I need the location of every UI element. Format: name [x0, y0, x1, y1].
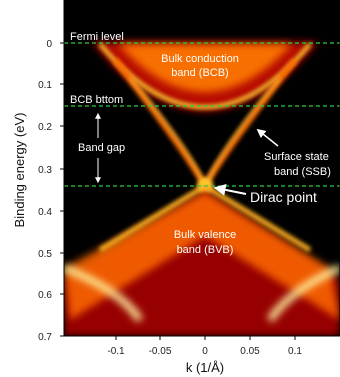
y-tick-label: 0.2	[38, 122, 52, 133]
band-gap-marker: Band gap	[78, 112, 125, 184]
ssb-annotation: Surface state band (SSB)	[256, 128, 331, 178]
bvb-label-line1: Bulk valence	[174, 229, 236, 241]
x-axis: -0.1 -0.05 0 0.05 0.1	[107, 336, 302, 357]
y-tick-label: 0.7	[38, 332, 52, 343]
y-tick-label: 0.3	[38, 165, 52, 176]
x-tick-label: -0.1	[107, 346, 125, 357]
bvb-glow	[64, 190, 340, 336]
bvb-left-bright	[64, 264, 143, 323]
plot-frame	[63, 0, 340, 337]
y-tick-label: 0.5	[38, 249, 52, 260]
x-axis-title: k (1/Å)	[186, 360, 224, 375]
bcb-label-line2: band (BCB)	[171, 67, 228, 79]
x-tick-label: 0.1	[288, 346, 302, 357]
bcb-core	[118, 44, 292, 92]
bvb-core	[64, 192, 340, 320]
x-tick-label: 0	[202, 346, 208, 357]
intensity-map	[64, 42, 340, 336]
fermi-level-label: Fermi level	[70, 31, 124, 43]
y-axis: 0 0.1 0.2 0.3 0.4 0.5 0.6 0.7	[38, 39, 64, 343]
ssb-label-line2: band (SSB)	[274, 166, 331, 178]
bcb-label-line1: Bulk conduction	[161, 53, 239, 65]
bcb-bottom-label: BCB bttom	[70, 94, 123, 106]
y-tick-label: 0	[46, 39, 52, 50]
bvb-right-bright	[267, 264, 340, 322]
ssb-label-line1: Surface state	[264, 151, 329, 163]
dirac-point-label: Dirac point	[250, 189, 317, 205]
x-tick-label: -0.05	[149, 346, 172, 357]
y-tick-label: 0.1	[38, 80, 52, 91]
x-tick-label: 0.05	[240, 346, 260, 357]
ssb-lower	[98, 183, 312, 253]
bvb-label-line2: band (BVB)	[177, 244, 234, 256]
y-axis-title: Binding energy (eV)	[12, 113, 27, 228]
y-tick-label: 0.6	[38, 290, 52, 301]
dirac-point-annotation: Dirac point	[213, 183, 317, 205]
band-gap-label: Band gap	[78, 142, 125, 154]
y-tick-label: 0.4	[38, 207, 52, 218]
